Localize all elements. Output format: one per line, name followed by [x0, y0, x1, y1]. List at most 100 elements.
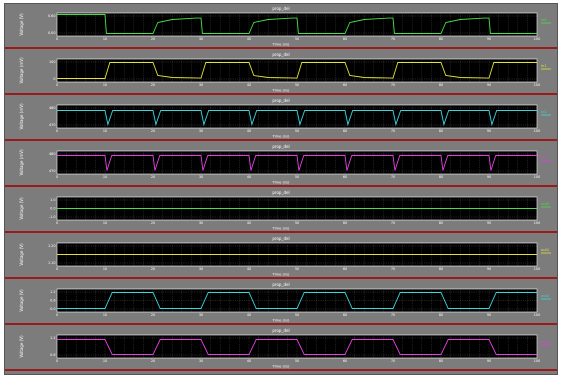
legend-label[interactable]: in1	[541, 64, 547, 68]
x-tick-label: 80	[439, 221, 443, 225]
y-tick-label: 100	[49, 60, 55, 64]
x-tick-label: 90	[487, 221, 491, 225]
waveform-panel-out3[interactable]: prop_del 1.2 0.6 Voltage (V) 0 10 20 30 40 50 60 70…	[5, 326, 557, 371]
x-tick-label: 100	[534, 221, 540, 225]
x-axis-label: Time (ns)	[272, 43, 290, 47]
waveform-trace-in2	[57, 110, 537, 127]
y-axis-label: Voltage (mV)	[19, 149, 24, 175]
y-axis-label: Voltage (V)	[19, 197, 24, 220]
plot-area[interactable]	[56, 150, 538, 175]
x-tick-label: 70	[391, 175, 395, 179]
x-tick-label: 30	[199, 129, 203, 133]
y-tick-label: 480	[49, 106, 55, 110]
x-tick-label: 10	[103, 129, 107, 133]
x-tick-label: 40	[247, 37, 251, 41]
y-axis-label: Voltage (V)	[19, 289, 24, 312]
x-tick-label: 0	[56, 37, 58, 41]
x-tick-label: 90	[487, 359, 491, 363]
plot-area[interactable]	[56, 12, 538, 37]
x-tick-label: 10	[103, 267, 107, 271]
x-tick-label: 50	[295, 267, 299, 271]
x-tick-label: 80	[439, 359, 443, 363]
x-tick-label: 70	[391, 359, 395, 363]
waveform-panel-in2[interactable]: prop_del 480 470 Voltage (mV) 0 10 20 30 40 50 60 7…	[5, 96, 557, 141]
x-tick-label: 30	[199, 313, 203, 317]
x-axis-label: Time (ns)	[272, 273, 290, 277]
x-tick-label: 40	[247, 129, 251, 133]
y-axis-label: Voltage (V)	[19, 13, 24, 36]
waveform-viewer: prop_del 0.60 0.00 Voltage (V) 0 10 20 30 40 50 60…	[4, 3, 558, 375]
waveform-trace-in1	[57, 62, 537, 79]
y-axis-label: Voltage (mV)	[19, 57, 24, 83]
x-tick-label: 80	[439, 129, 443, 133]
legend-label[interactable]: out2	[541, 294, 549, 298]
panel-title: prop_del	[272, 328, 289, 333]
x-tick-label: 40	[247, 267, 251, 271]
plot-area[interactable]	[56, 104, 538, 129]
waveform-panel-out0[interactable]: prop_del 1.0 0.0 -1.0 Voltage (V) 0 10 20 30 40 50…	[5, 188, 557, 233]
x-tick-label: 90	[487, 175, 491, 179]
x-tick-label: 70	[391, 37, 395, 41]
y-tick-label: 470	[49, 123, 55, 127]
x-axis-label: Time (ns)	[272, 181, 290, 185]
y-tick-label: 1.2	[50, 336, 55, 340]
x-tick-label: 0	[56, 129, 58, 133]
x-tick-label: 60	[343, 37, 347, 41]
y-tick-label: 480	[49, 152, 55, 156]
waveform-trace-out2	[57, 292, 537, 309]
x-tick-label: 100	[534, 83, 540, 87]
waveform-plot-out1: prop_del 1.20 1.10 Voltage (V) 0 10 20 30 40 50 60…	[19, 236, 551, 277]
x-axis-label: Time (ns)	[272, 319, 290, 323]
y-tick-label: 0.00	[48, 31, 56, 35]
legend-label[interactable]: in0	[541, 18, 547, 22]
legend-label[interactable]: in2	[541, 110, 547, 114]
waveform-plot-out0: prop_del 1.0 0.0 -1.0 Voltage (V) 0 10 20 30 40 50…	[19, 190, 551, 231]
panel-title: prop_del	[272, 52, 289, 57]
y-tick-label: 1.2	[50, 290, 55, 294]
x-tick-label: 80	[439, 175, 443, 179]
x-tick-label: 20	[151, 129, 155, 133]
waveform-plot-in1: prop_del 100 0 Voltage (mV) 0 10 20 30 40 50 60 70 8…	[19, 52, 551, 93]
x-tick-label: 20	[151, 83, 155, 87]
x-tick-label: 40	[247, 221, 251, 225]
waveform-panel-in0[interactable]: prop_del 0.60 0.00 Voltage (V) 0 10 20 30 40 50 60…	[5, 4, 557, 49]
x-tick-label: 30	[199, 221, 203, 225]
x-tick-label: 0	[56, 83, 58, 87]
x-tick-label: 50	[295, 359, 299, 363]
x-axis-label: Time (ns)	[272, 89, 290, 93]
x-tick-label: 100	[534, 313, 540, 317]
panel-title: prop_del	[272, 6, 289, 11]
x-tick-label: 20	[151, 175, 155, 179]
legend-label[interactable]: out3	[541, 340, 549, 344]
waveform-panel-out1[interactable]: prop_del 1.20 1.10 Voltage (V) 0 10 20 30 40 50 60…	[5, 234, 557, 279]
legend-label[interactable]: out1	[541, 248, 549, 252]
y-tick-label: 0.60	[48, 14, 56, 18]
x-tick-label: 0	[56, 359, 58, 363]
waveform-panel-in3[interactable]: prop_del 480 470 Voltage (mV) 0 10 20 30 40 50 60 7…	[5, 142, 557, 187]
waveform-panel-in1[interactable]: prop_del 100 0 Voltage (mV) 0 10 20 30 40 50 60 70 8…	[5, 50, 557, 95]
x-tick-label: 0	[56, 175, 58, 179]
x-tick-label: 70	[391, 221, 395, 225]
x-tick-label: 20	[151, 313, 155, 317]
legend-label[interactable]: out0	[541, 202, 550, 206]
x-tick-label: 0	[56, 267, 58, 271]
x-tick-label: 100	[534, 267, 540, 271]
x-tick-label: 100	[534, 359, 540, 363]
x-tick-label: 10	[103, 37, 107, 41]
panel-title: prop_del	[272, 190, 289, 195]
x-tick-label: 100	[534, 37, 540, 41]
x-axis-label: Time (ns)	[272, 135, 290, 139]
x-tick-label: 50	[295, 37, 299, 41]
x-tick-label: 50	[295, 129, 299, 133]
panel-title: prop_del	[272, 144, 289, 149]
legend-label[interactable]: in3	[541, 156, 547, 160]
x-tick-label: 70	[391, 313, 395, 317]
x-tick-label: 50	[295, 83, 299, 87]
waveform-panel-out2[interactable]: prop_del 1.2 0.6 0.0 Voltage (V) 0 10 20 30 40 50 6…	[5, 280, 557, 325]
x-tick-label: 20	[151, 267, 155, 271]
x-tick-label: 0	[56, 313, 58, 317]
y-axis-label: Voltage (V)	[19, 243, 24, 266]
y-axis-label: Voltage (V)	[19, 335, 24, 358]
y-tick-label: 470	[49, 169, 55, 173]
x-tick-label: 100	[534, 129, 540, 133]
